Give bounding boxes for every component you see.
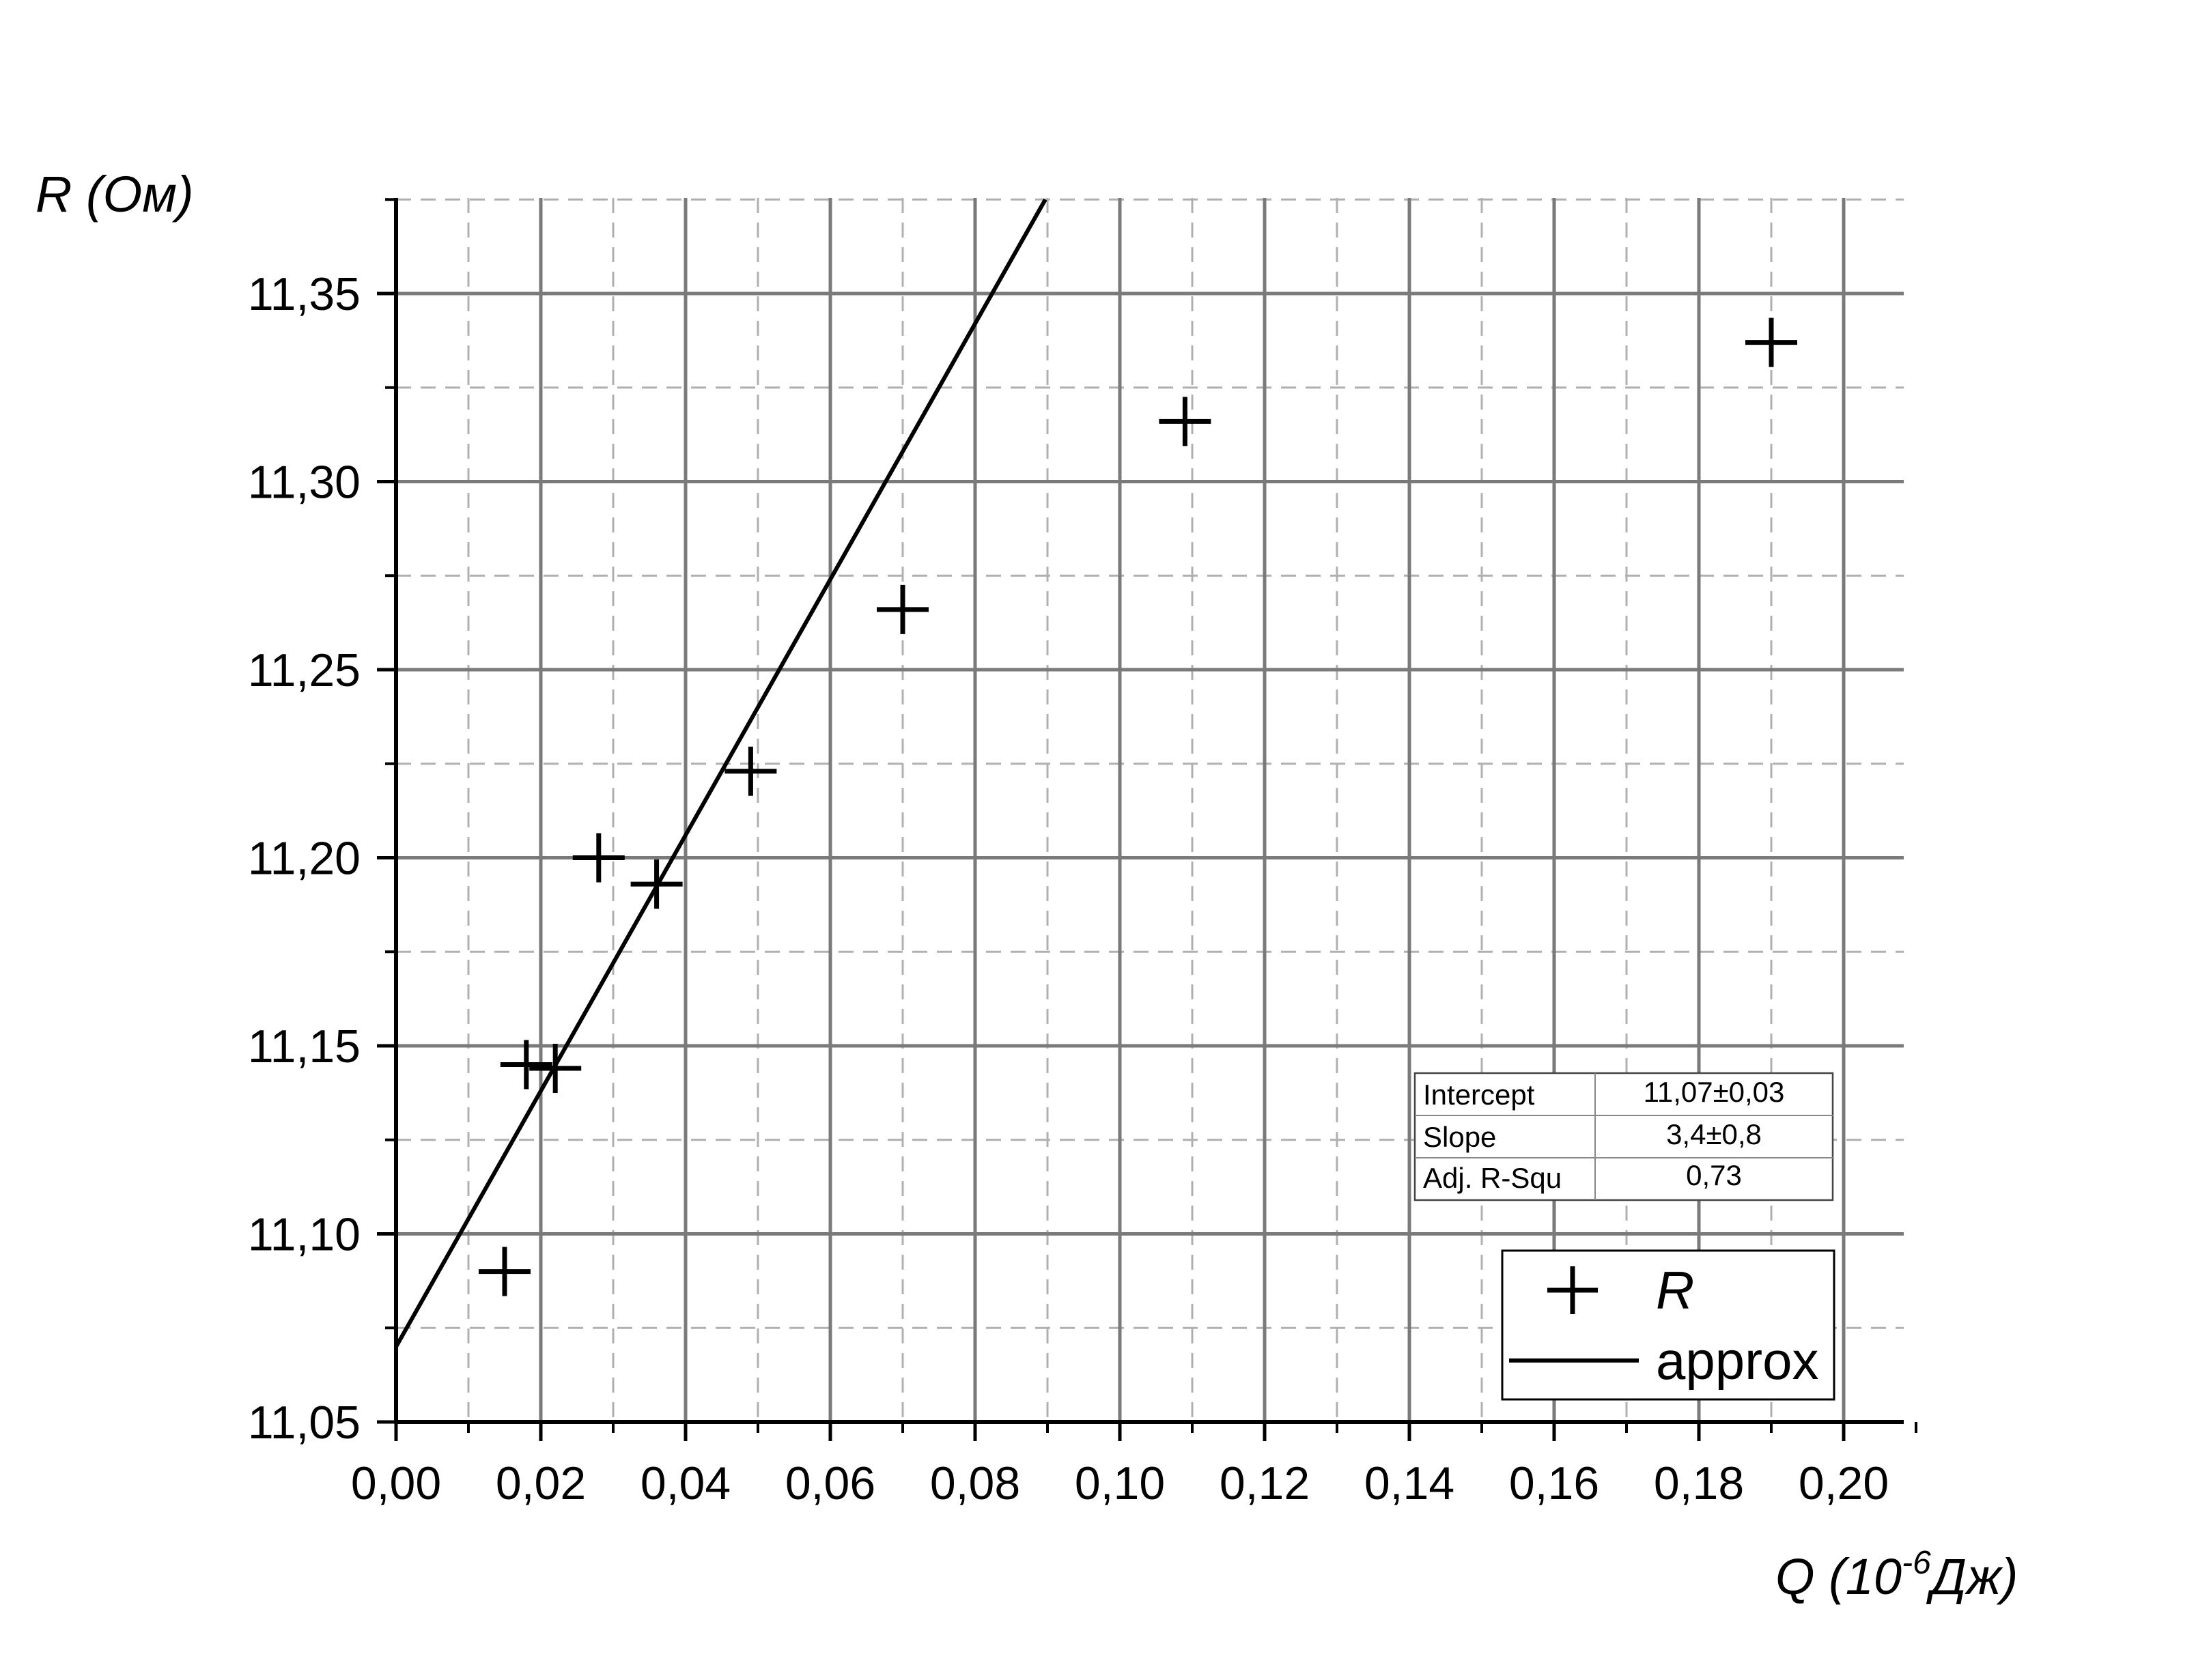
x-tick-label: 0,16 bbox=[1509, 1457, 1599, 1509]
fit-line bbox=[394, 198, 1047, 1348]
stats-table: Intercept 11,07±0,03 Slope 3,4±0,8 Adj. … bbox=[1413, 1072, 1834, 1201]
data-point-plus bbox=[500, 1040, 552, 1090]
x-axis-title-exponent: -6 bbox=[1902, 1545, 1931, 1581]
stats-label-slope: Slope bbox=[1423, 1121, 1496, 1153]
x-tick-label: 0,14 bbox=[1364, 1457, 1454, 1509]
y-tick-label: 11,15 bbox=[248, 1021, 361, 1072]
y-tick-label: 11,30 bbox=[248, 457, 361, 509]
legend-marker-plus-icon bbox=[1547, 1266, 1598, 1314]
stats-value-slope: 3,4±0,8 bbox=[1666, 1118, 1762, 1150]
data-point-plus bbox=[529, 1044, 582, 1094]
legend-label-approx: approx bbox=[1656, 1330, 1819, 1391]
x-axis-title-main: Q (10 bbox=[1775, 1548, 1902, 1605]
x-axis-title-unit: Дж) bbox=[1926, 1548, 2018, 1605]
data-points bbox=[479, 317, 1797, 1296]
grid bbox=[396, 198, 1904, 1422]
data-point-plus bbox=[1159, 397, 1211, 446]
x-tick-label: 0,06 bbox=[785, 1457, 875, 1509]
legend-label-r: R bbox=[1656, 1260, 1694, 1320]
x-tick-label: 0,12 bbox=[1220, 1457, 1310, 1509]
x-axis-title: Q (10-6Дж) bbox=[1775, 1545, 2018, 1605]
stats-label-intercept: Intercept bbox=[1423, 1079, 1535, 1111]
data-point-plus bbox=[479, 1247, 531, 1296]
data-point-plus bbox=[630, 859, 683, 909]
legend: R approx bbox=[1501, 1249, 1835, 1401]
x-tick-label: 0,00 bbox=[351, 1457, 441, 1509]
x-tick-label: 0,08 bbox=[930, 1457, 1020, 1509]
y-axis-title: R (Ом) bbox=[36, 166, 194, 223]
stats-label-adj-r-squared: Adj. R-Squ bbox=[1423, 1162, 1562, 1194]
x-tick-label: 0,02 bbox=[496, 1457, 586, 1509]
y-tick-label: 11,35 bbox=[248, 268, 361, 320]
x-tick-label: 0,20 bbox=[1799, 1457, 1889, 1509]
stats-table-border bbox=[1413, 1072, 1834, 1201]
x-tick-label: 0,04 bbox=[640, 1457, 731, 1509]
stats-value-intercept: 11,07±0,03 bbox=[1644, 1076, 1785, 1108]
x-tick-label: 0,10 bbox=[1075, 1457, 1165, 1509]
y-tick-label: 11,05 bbox=[248, 1397, 361, 1449]
y-tick-label: 11,20 bbox=[248, 833, 361, 885]
y-tick-label: 11,10 bbox=[248, 1209, 361, 1261]
axes: 0,00 0,02 0,04 0,06 0,08 0,10 0,12 0,14 0,16 0,18… bbox=[248, 198, 1917, 1509]
data-point-plus bbox=[724, 746, 777, 796]
data-point-plus bbox=[877, 584, 929, 634]
stats-value-adj-r-squared: 0,73 bbox=[1686, 1159, 1742, 1191]
fit-line-layer bbox=[394, 198, 1047, 1348]
data-point-plus bbox=[1745, 317, 1797, 367]
legend-border bbox=[1501, 1249, 1835, 1401]
x-tick-label: 0,18 bbox=[1654, 1457, 1744, 1509]
y-tick-label: 11,25 bbox=[248, 644, 361, 696]
data-point-plus bbox=[572, 833, 625, 883]
